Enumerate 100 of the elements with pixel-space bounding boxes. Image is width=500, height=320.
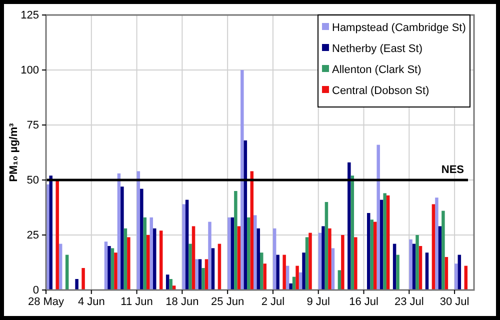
bar <box>286 266 290 290</box>
legend-label: Hampstead (Cambridge St) <box>332 22 466 34</box>
y-axis-title: PM₁₀ µg/m³ <box>8 122 20 182</box>
bar <box>370 220 374 290</box>
bar <box>256 228 260 290</box>
bar <box>188 244 192 290</box>
bar <box>124 228 128 290</box>
y-tick-label: 25 <box>26 230 39 242</box>
bar <box>114 252 118 290</box>
bar <box>444 257 448 290</box>
bar <box>350 176 354 290</box>
bar <box>302 252 306 290</box>
bar <box>260 252 264 290</box>
bar <box>318 232 322 290</box>
bar <box>153 228 156 290</box>
bar <box>254 215 257 290</box>
bar <box>250 171 254 290</box>
bar <box>104 242 108 290</box>
bar <box>211 248 215 290</box>
bar <box>49 176 52 290</box>
legend-label: Central (Dobson St) <box>332 85 430 97</box>
bar <box>392 244 396 290</box>
bar <box>276 254 280 290</box>
x-tick-label: 30 Jul <box>440 296 470 308</box>
bar <box>218 244 222 290</box>
bar <box>367 213 370 290</box>
bar <box>240 70 244 290</box>
bar <box>296 266 299 290</box>
bar <box>140 188 144 290</box>
bar <box>380 200 384 290</box>
legend-label: Allenton (Clark St) <box>332 64 422 76</box>
bar <box>354 237 358 290</box>
bar <box>234 191 238 290</box>
bar <box>328 228 332 290</box>
bar <box>159 230 163 290</box>
bar <box>322 226 325 290</box>
y-tick-label: 75 <box>26 120 39 132</box>
x-tick-label: 4 Jun <box>78 296 105 308</box>
bar <box>58 244 62 290</box>
bar <box>454 264 458 290</box>
bar <box>432 204 436 290</box>
x-tick-label: 11 Jun <box>120 296 153 308</box>
bar <box>324 202 328 290</box>
bar <box>308 232 312 290</box>
bar <box>435 198 438 290</box>
bar <box>341 235 344 290</box>
bar <box>120 186 124 290</box>
bar <box>117 173 121 290</box>
bar <box>110 248 114 290</box>
x-tick-label: 23 Jul <box>394 296 424 308</box>
bar <box>412 244 416 290</box>
bar <box>143 217 147 290</box>
bar <box>386 195 390 290</box>
x-tick-label: 9 Jul <box>306 296 330 308</box>
bar <box>425 252 429 290</box>
bar <box>409 239 412 290</box>
bar <box>289 283 292 290</box>
bar <box>65 254 69 290</box>
bar <box>198 259 202 290</box>
bar <box>396 254 400 290</box>
bar <box>373 222 377 290</box>
bar <box>438 226 442 290</box>
bar <box>127 237 130 290</box>
x-tick-label: 18 Jun <box>166 296 199 308</box>
y-tick-label: 125 <box>20 10 39 22</box>
bar <box>331 248 335 290</box>
bar <box>247 217 250 290</box>
bar <box>263 264 266 290</box>
y-tick-label: 100 <box>20 64 39 77</box>
x-tick-label: 25 Jun <box>211 296 244 308</box>
bar <box>228 217 231 290</box>
bar <box>416 235 419 290</box>
bar <box>169 279 172 290</box>
bar <box>442 210 445 290</box>
bar <box>338 270 342 290</box>
bar <box>202 268 205 290</box>
x-tick-label: 2 Jul <box>261 296 285 308</box>
bar <box>208 222 212 290</box>
bar <box>305 237 309 290</box>
bar <box>182 204 186 290</box>
bar <box>272 228 276 290</box>
bar <box>348 162 351 290</box>
y-tick-label: 50 <box>26 174 39 187</box>
bar <box>376 144 380 290</box>
bar <box>136 171 140 290</box>
bar <box>56 180 59 290</box>
bar <box>185 200 189 290</box>
bar <box>108 246 111 290</box>
bar <box>383 193 386 290</box>
bar <box>237 226 241 290</box>
x-tick-label: 28 May <box>28 296 65 308</box>
bar <box>195 259 198 290</box>
legend-label: Netherby (East St) <box>332 43 422 55</box>
bar <box>464 266 468 290</box>
bar <box>166 274 170 290</box>
bar <box>458 254 462 290</box>
bar <box>75 279 78 290</box>
bar <box>230 217 234 290</box>
bar <box>82 268 85 290</box>
bar <box>150 217 153 290</box>
